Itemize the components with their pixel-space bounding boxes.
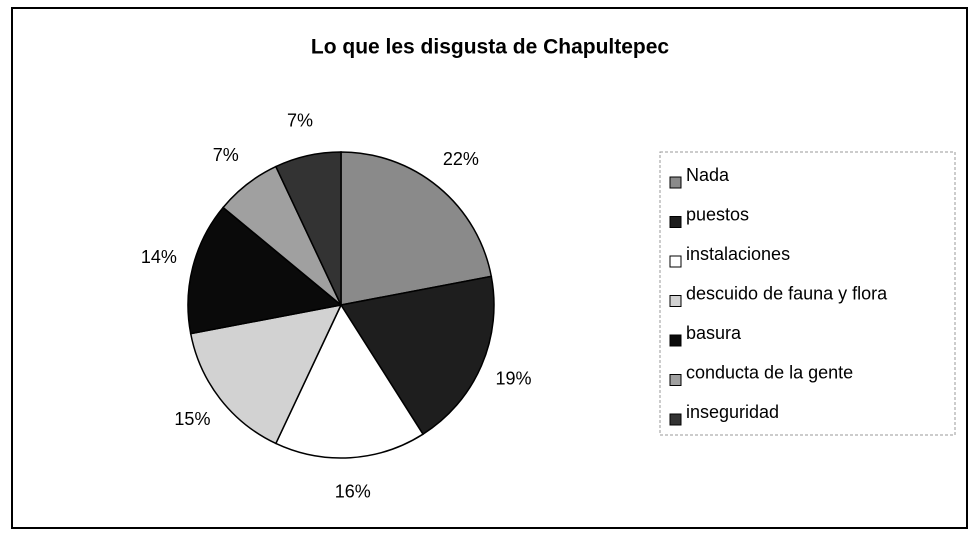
data-label: 7%: [213, 145, 239, 165]
pie-slice: [274, 151, 342, 306]
legend-swatch: [669, 334, 682, 347]
pie-slice: [339, 275, 495, 436]
legend-swatch: [669, 374, 682, 386]
legend-label: instalaciones: [686, 244, 790, 264]
legend-swatch: [669, 216, 682, 228]
legend-label: basura: [686, 323, 742, 343]
data-label: 22%: [443, 149, 479, 169]
legend-swatch: [669, 176, 682, 189]
legend-label: Nada: [686, 165, 730, 185]
data-label: 16%: [335, 481, 371, 501]
legend-label: conducta de la gente: [686, 362, 853, 382]
legend-swatch: [669, 255, 682, 268]
legend-swatch: [669, 413, 682, 426]
pie-slice: [187, 206, 343, 335]
chart-title: Lo que les disgusta de Chapultepec: [311, 36, 670, 59]
legend-swatch: [669, 295, 682, 307]
data-label: 14%: [141, 247, 177, 267]
legend-label: descuido de fauna y flora: [686, 283, 888, 303]
data-label: 7%: [287, 110, 313, 130]
pie-slice: [189, 303, 343, 445]
legend-label: inseguridad: [686, 402, 779, 422]
legend-label: puestos: [686, 204, 749, 224]
data-label: 19%: [496, 368, 532, 388]
pie-slice: [274, 303, 425, 459]
data-label: 15%: [174, 409, 210, 429]
pie-slice: [340, 151, 493, 306]
legend-box: [659, 151, 956, 436]
